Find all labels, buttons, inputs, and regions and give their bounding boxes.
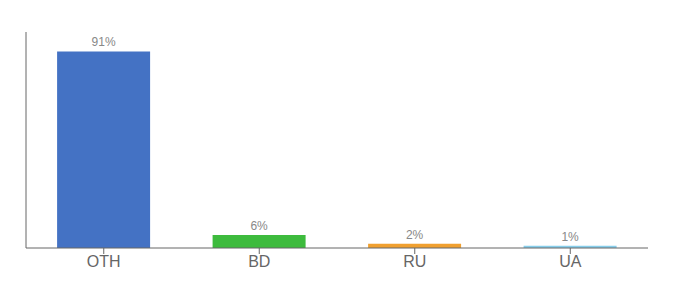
svg-text:91%: 91% [92,35,116,49]
svg-text:6%: 6% [250,219,268,233]
svg-text:UA: UA [559,253,582,270]
svg-text:1%: 1% [561,230,579,244]
svg-text:OTH: OTH [87,253,121,270]
svg-text:RU: RU [403,253,426,270]
svg-text:2%: 2% [406,228,424,242]
svg-text:BD: BD [248,253,270,270]
